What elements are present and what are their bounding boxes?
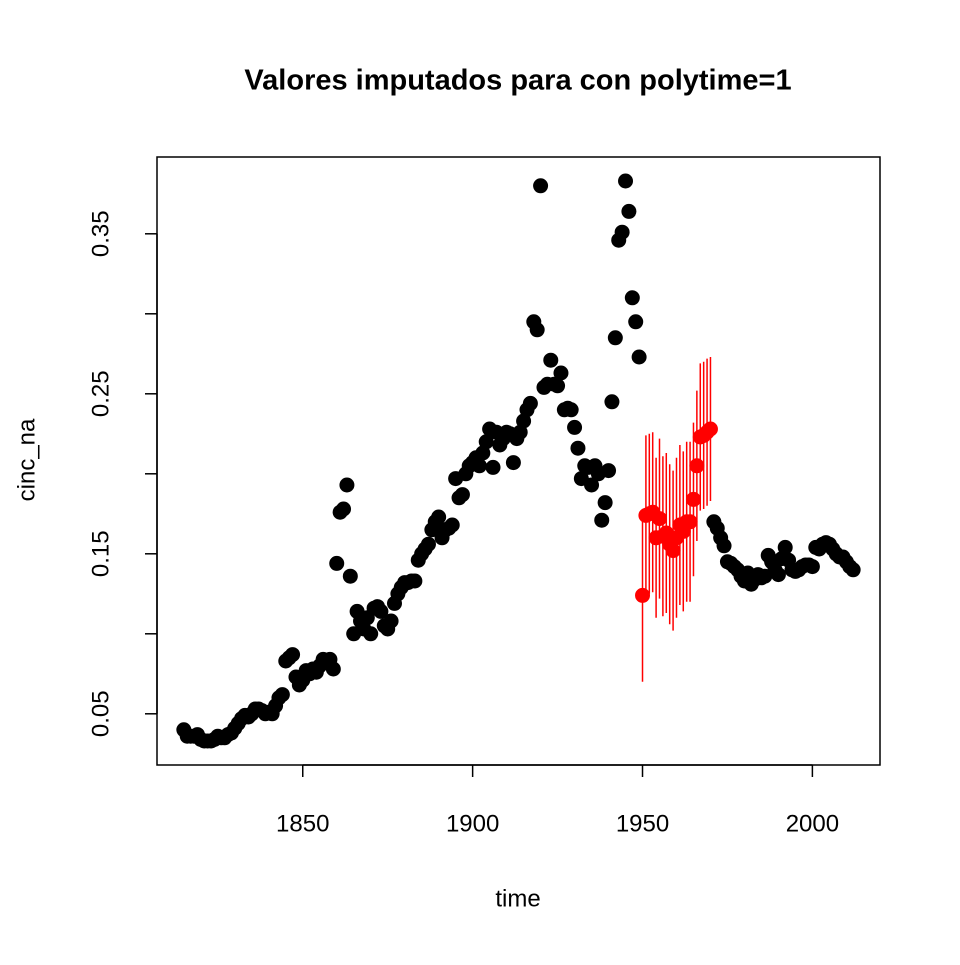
x-tick-label: 2000 — [786, 810, 839, 837]
point — [685, 491, 701, 507]
point — [618, 173, 634, 189]
point — [804, 559, 820, 575]
point — [628, 314, 644, 330]
point — [522, 395, 538, 411]
point — [665, 543, 681, 559]
point — [563, 402, 579, 418]
x-tick-label: 1900 — [446, 810, 499, 837]
point — [420, 536, 436, 552]
point — [621, 203, 637, 219]
point — [845, 562, 861, 578]
point — [682, 514, 698, 530]
point — [407, 573, 423, 589]
point — [553, 365, 569, 381]
point — [383, 613, 399, 629]
point — [777, 539, 793, 555]
y-tick-label: 0.25 — [87, 370, 114, 417]
point — [770, 567, 786, 583]
point — [363, 626, 379, 642]
x-tick-label: 1850 — [276, 810, 329, 837]
point — [485, 459, 501, 475]
point — [373, 603, 389, 619]
point — [550, 378, 566, 394]
point — [594, 512, 610, 528]
point — [601, 463, 617, 479]
point — [631, 349, 647, 365]
x-axis-label: time — [495, 885, 540, 912]
point — [444, 517, 460, 533]
point — [505, 455, 521, 471]
chart-title: Valores imputados para con polytime=1 — [244, 65, 791, 97]
point — [584, 477, 600, 493]
y-tick-label: 0.15 — [87, 530, 114, 577]
point — [635, 587, 651, 603]
point — [274, 687, 290, 703]
point — [716, 538, 732, 554]
point — [567, 419, 583, 435]
point — [285, 647, 301, 663]
x-tick-label: 1950 — [616, 810, 669, 837]
point — [689, 458, 705, 474]
point — [529, 322, 545, 338]
point — [651, 511, 667, 527]
point — [702, 421, 718, 437]
point — [607, 330, 623, 346]
point — [454, 487, 470, 503]
point — [342, 568, 358, 584]
point — [604, 394, 620, 410]
point — [431, 509, 447, 525]
point — [329, 555, 345, 571]
point — [471, 458, 487, 474]
point — [533, 178, 549, 194]
y-tick-label: 0.35 — [87, 210, 114, 257]
point — [624, 290, 640, 306]
point — [614, 224, 630, 240]
y-tick-label: 0.05 — [87, 690, 114, 737]
point — [325, 661, 341, 677]
point — [339, 477, 355, 493]
point — [478, 434, 494, 450]
point — [543, 352, 559, 368]
point — [336, 501, 352, 517]
point — [597, 495, 613, 511]
point — [570, 440, 586, 456]
y-axis-label: cinc_na — [13, 418, 40, 501]
